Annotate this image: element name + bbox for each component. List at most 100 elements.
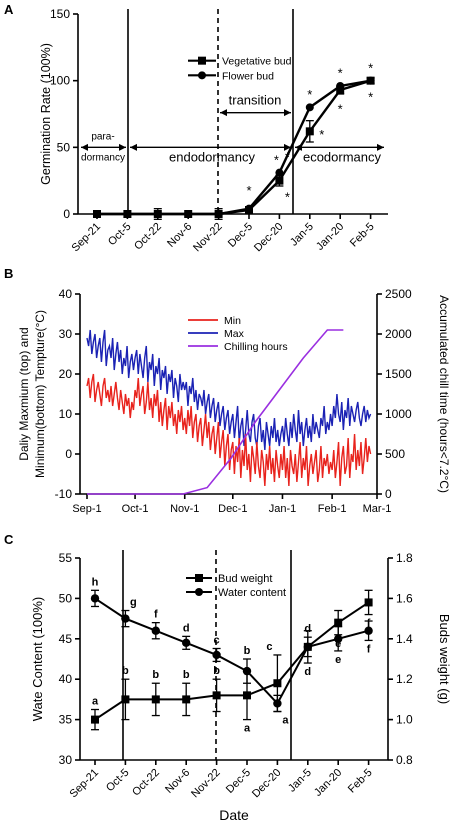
vegetative-bud-point <box>123 210 132 218</box>
vegetative-bud-point <box>214 210 223 218</box>
bud-weight-letter: b <box>183 669 190 681</box>
significance-star: * <box>285 190 290 205</box>
legend-circle-marker <box>198 71 206 80</box>
panel-label: A <box>4 2 14 17</box>
endodormancy-arrow-head-right <box>284 143 291 151</box>
y-tick-label-right: 0 <box>385 487 392 501</box>
significance-star: * <box>338 66 343 81</box>
y-tick-label-right: 1.0 <box>396 713 413 727</box>
transition-arrow-head-left <box>220 109 227 117</box>
legend-label: Max <box>224 328 245 340</box>
water-content-letter: b <box>244 645 251 657</box>
vegetative-bud-point <box>153 210 162 218</box>
y-tick-label-left: 0 <box>65 447 72 461</box>
paradormancy-arrow-head-left <box>81 143 88 151</box>
x-tick-label: Jan-5 <box>286 767 314 795</box>
x-tick-label: Feb-1 <box>318 503 347 515</box>
y-tick-label-left: 55 <box>59 551 73 565</box>
legend-label-water-content: Water content <box>218 587 286 599</box>
water-content-point <box>273 699 282 708</box>
vegetative-bud-point <box>184 210 193 218</box>
bud-weight-line <box>94 601 370 721</box>
phase-label-endodormancy: endodormancy <box>169 150 255 165</box>
y-tick-label-right: 1.8 <box>396 551 413 565</box>
y-axis-label-left: Wate Content (100%) <box>30 597 45 722</box>
y-tick-label-left: 40 <box>59 287 73 301</box>
flower-bud-line <box>97 79 371 216</box>
vegetative-bud-point <box>366 76 375 85</box>
bud-weight-point <box>182 695 191 704</box>
significance-star: * <box>246 183 251 198</box>
water-content-point <box>90 594 100 603</box>
panel-c: C 30 35 40 45 50 55 0.8 1.0 1.2 1.4 1.6 1.8 Wate Cont… <box>4 532 452 823</box>
bud-weight-point <box>273 679 282 688</box>
x-tick-label: Dec-5 <box>226 221 255 250</box>
y-tick-label: 50 <box>57 140 71 154</box>
legend-label-flower: Flower bud <box>222 70 274 82</box>
bud-weight-letter: a <box>244 723 251 735</box>
y-axis-label-left-line1: Daliy Maxmium (top) and <box>17 327 31 460</box>
bud-weight-point <box>151 695 160 704</box>
flower-bud-point <box>305 103 314 112</box>
x-tick-label: Nov-1 <box>170 503 199 515</box>
x-tick-label: Feb-5 <box>348 221 377 250</box>
phase-label-dormancy: dormancy <box>81 153 125 164</box>
phase-label-para: para- <box>91 131 114 142</box>
water-content-letter: g <box>130 597 137 609</box>
water-content-letter: d <box>183 622 190 634</box>
chilling-hours-line <box>87 329 344 495</box>
water-content-letter: f <box>367 643 371 655</box>
panel-label: C <box>4 532 14 547</box>
water-content-letter: h <box>92 576 99 588</box>
bud-weight-letter: b <box>152 669 159 681</box>
y-tick-label-left: 40 <box>59 672 73 686</box>
y-tick-label: 100 <box>50 74 70 88</box>
y-tick-label: 0 <box>63 207 70 221</box>
x-tick-label: Nov-22 <box>189 767 223 801</box>
y-tick-label: 150 <box>50 7 70 21</box>
vegetative-bud-point <box>275 176 284 185</box>
x-tick-label: Jan-1 <box>269 503 297 515</box>
y-axis-label-right: Buds weight (g) <box>437 614 452 704</box>
y-tick-label-right: 1.2 <box>396 672 413 686</box>
x-tick-label: Dec-20 <box>250 767 284 801</box>
x-tick-label: Oct-22 <box>132 221 164 253</box>
min-temp-line <box>86 373 372 487</box>
max-temp-line <box>86 329 372 451</box>
bud-weight-letter: e <box>335 638 341 650</box>
x-tick-label: Dec-5 <box>224 767 253 796</box>
vegetative-bud-point <box>245 206 253 214</box>
y-axis-label-right: Accumulated chill time (hours<7.2°C) <box>437 295 451 493</box>
bud-weight-point <box>243 691 251 700</box>
transition-arrow-head-right <box>284 109 291 117</box>
bud-weight-letter: b <box>213 665 220 677</box>
paradormancy-arrow-head-right <box>119 143 126 151</box>
water-content-letter: d <box>304 623 311 635</box>
water-content-point <box>151 626 160 635</box>
phase-label-ecodormancy: ecodormancy <box>303 150 382 165</box>
bud-weight-point <box>364 598 373 607</box>
x-tick-label: Sep-1 <box>72 503 101 515</box>
water-content-letter: e <box>335 654 341 666</box>
significance-star: * <box>307 87 312 102</box>
legend-square-marker <box>195 574 203 582</box>
y-tick-label-right: 1000 <box>385 407 412 421</box>
y-tick-label-left: 20 <box>59 367 73 381</box>
x-tick-label: Mar-1 <box>363 503 392 515</box>
endodormancy-arrow-head-left <box>130 143 137 151</box>
y-tick-label-left: 35 <box>59 713 73 727</box>
water-content-letter: c <box>214 634 220 646</box>
panel-b: B -10 0 10 20 30 40 0 500 1000 1500 2000 2500 Daliy M… <box>4 266 451 515</box>
water-content-point <box>334 634 343 643</box>
legend-label-vegetative: Vegetative bud <box>222 56 292 68</box>
x-tick-label: Oct-1 <box>122 503 149 515</box>
x-tick-label: Jan-20 <box>314 221 346 253</box>
water-content-point <box>121 614 130 623</box>
y-tick-label-right: 1500 <box>385 367 412 381</box>
y-tick-label-left: 50 <box>59 591 73 605</box>
y-tick-label-left: 10 <box>59 407 73 421</box>
y-tick-label-right: 2000 <box>385 327 412 341</box>
legend-label: Chilling hours <box>224 341 288 353</box>
significance-star: * <box>338 102 343 117</box>
